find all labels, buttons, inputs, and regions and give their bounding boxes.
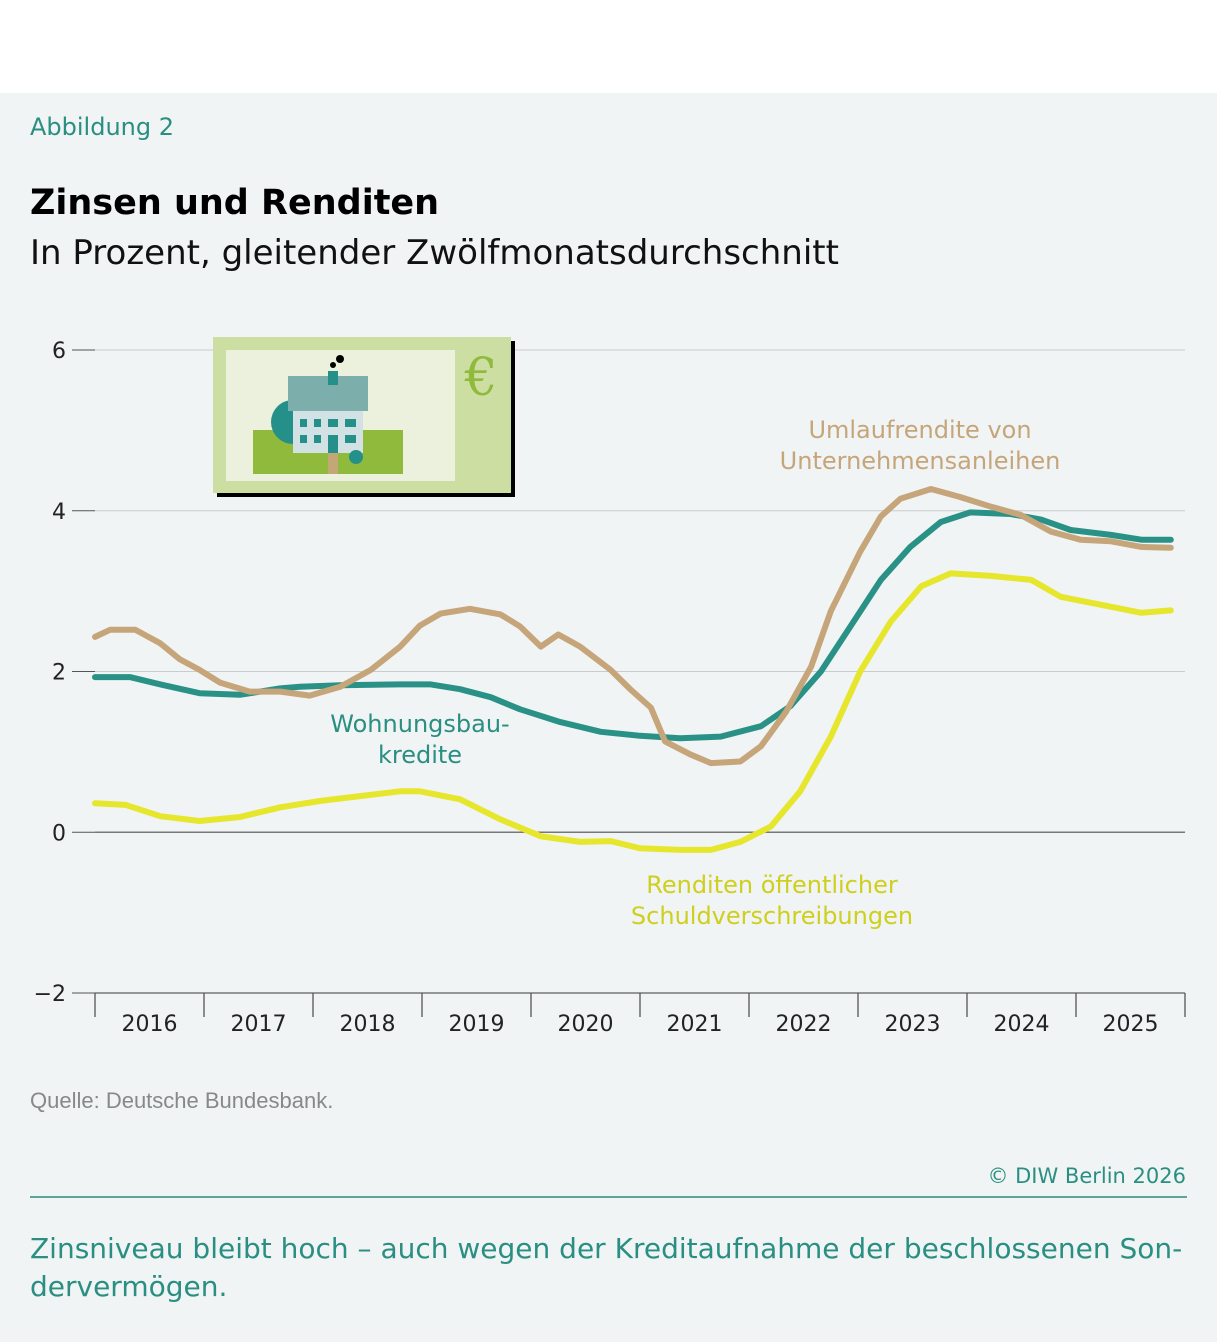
chart-title: Zinsen und Renditen xyxy=(30,183,440,223)
x-tick-label: 2021 xyxy=(667,1012,723,1037)
x-tick-label: 2025 xyxy=(1103,1012,1159,1037)
source-note: Quelle: Deutsche Bundesbank. xyxy=(30,1088,334,1113)
figure-panel xyxy=(0,93,1217,1342)
x-tick-label: 2018 xyxy=(340,1012,396,1037)
banknote-house-euro-icon: € xyxy=(213,337,515,497)
x-tick-label: 2016 xyxy=(122,1012,178,1037)
x-tick-label: 2022 xyxy=(776,1012,832,1037)
series-label: Renditen öffentlicher xyxy=(646,871,898,899)
x-tick-label: 2017 xyxy=(231,1012,287,1037)
series-label: Umlaufrendite von xyxy=(808,416,1031,444)
y-tick-label: 0 xyxy=(52,821,66,846)
y-tick-label: 6 xyxy=(52,339,66,364)
y-tick-label: 4 xyxy=(52,500,66,525)
x-tick-label: 2023 xyxy=(885,1012,941,1037)
copyright: © DIW Berlin 2026 xyxy=(987,1164,1186,1188)
caption: Zinsniveau bleibt hoch – auch wegen der … xyxy=(30,1232,1183,1303)
series-line-1 xyxy=(92,486,1174,767)
line-chart: −2 0 2 4 6 2016 2017 2018 2019 2020 2021 2022 2023 20… xyxy=(34,337,1186,1037)
x-tick-label: 2024 xyxy=(994,1012,1050,1037)
y-tick-label: 2 xyxy=(52,661,66,686)
series-label: Unternehmensanleihen xyxy=(780,447,1061,475)
figure-label: Abbildung 2 xyxy=(30,113,175,141)
series-line-2 xyxy=(92,570,1174,853)
series-label: Schuldverschreibungen xyxy=(631,902,913,930)
y-tick-label: −2 xyxy=(34,982,66,1007)
chart-subtitle: In Prozent, gleitender Zwölfmonatsdurchs… xyxy=(30,233,839,273)
x-tick-label: 2019 xyxy=(449,1012,505,1037)
divider xyxy=(30,1196,1187,1198)
svg-text:€: € xyxy=(463,348,497,408)
series-label: kredite xyxy=(378,741,462,769)
series-label: Wohnungsbau- xyxy=(330,710,509,738)
series-line-0 xyxy=(92,509,1174,742)
x-tick-label: 2020 xyxy=(558,1012,614,1037)
